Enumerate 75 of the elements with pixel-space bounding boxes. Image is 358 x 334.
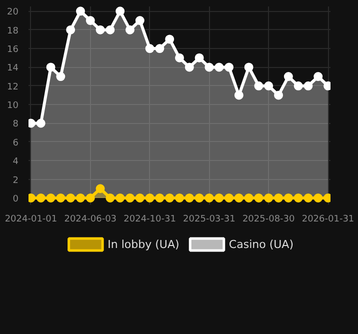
point <box>175 53 184 62</box>
point <box>175 193 184 202</box>
x-tick-label: 2024-10-31 <box>124 214 176 224</box>
point <box>194 53 204 62</box>
legend-label: Casino (UA) <box>228 238 294 251</box>
y-tick-label: 16 <box>7 45 19 56</box>
y-tick-label: 8 <box>12 120 19 130</box>
point <box>46 62 56 72</box>
point <box>294 193 303 202</box>
x-tick-label: 2024-01-01 <box>4 214 58 224</box>
point <box>135 193 144 202</box>
point <box>66 25 76 34</box>
y-tick-label: 20 <box>7 8 19 18</box>
point <box>304 193 313 202</box>
point <box>46 193 56 202</box>
point <box>36 193 46 202</box>
point <box>254 193 264 202</box>
x-tick-label: 2025-08-30 <box>242 214 296 224</box>
y-tick-label: 0 <box>12 194 19 204</box>
point <box>274 90 284 100</box>
point <box>165 193 174 202</box>
point <box>86 193 95 202</box>
point <box>155 193 164 202</box>
point <box>125 25 134 34</box>
point <box>314 193 323 202</box>
point <box>106 193 115 202</box>
point <box>106 25 115 34</box>
y-tick-label: 10 <box>7 101 19 112</box>
point <box>284 72 293 82</box>
point <box>234 193 244 202</box>
point <box>184 62 194 72</box>
y-tick-label: 2 <box>12 176 19 186</box>
point <box>135 16 144 25</box>
point <box>294 81 303 90</box>
point <box>284 193 293 202</box>
point <box>96 25 105 34</box>
point <box>116 193 125 202</box>
point <box>194 193 204 202</box>
point <box>165 34 174 44</box>
point <box>145 44 154 54</box>
y-tick-label: 14 <box>7 64 19 74</box>
y-tick-label: 4 <box>12 157 19 168</box>
y-tick-label: 18 <box>7 26 19 36</box>
x-tick-label: 2024-06-03 <box>64 214 117 224</box>
point <box>86 16 95 25</box>
point <box>36 118 46 128</box>
point <box>234 90 244 100</box>
y-tick-label: 6 <box>12 138 19 148</box>
y-tick-label: 12 <box>7 82 18 92</box>
point <box>224 62 234 72</box>
point <box>145 193 154 202</box>
point <box>244 62 254 72</box>
point <box>155 44 164 54</box>
x-tick-label: 2025-03-31 <box>183 214 236 224</box>
point <box>204 62 214 72</box>
legend-label: In lobby (UA) <box>108 238 180 251</box>
point <box>304 81 313 90</box>
point <box>96 184 105 194</box>
point <box>66 193 76 202</box>
point <box>224 193 234 202</box>
point <box>264 81 274 90</box>
point <box>204 193 214 202</box>
point <box>214 193 224 202</box>
x-tick-label: 2026-01-31 <box>302 214 354 224</box>
point <box>264 193 274 202</box>
point <box>214 62 224 72</box>
point <box>76 6 85 16</box>
point <box>116 6 125 16</box>
point <box>254 81 264 90</box>
point <box>274 193 284 202</box>
point <box>56 72 66 82</box>
point <box>184 193 194 202</box>
point <box>76 193 85 202</box>
point <box>314 72 323 82</box>
point <box>244 193 254 202</box>
